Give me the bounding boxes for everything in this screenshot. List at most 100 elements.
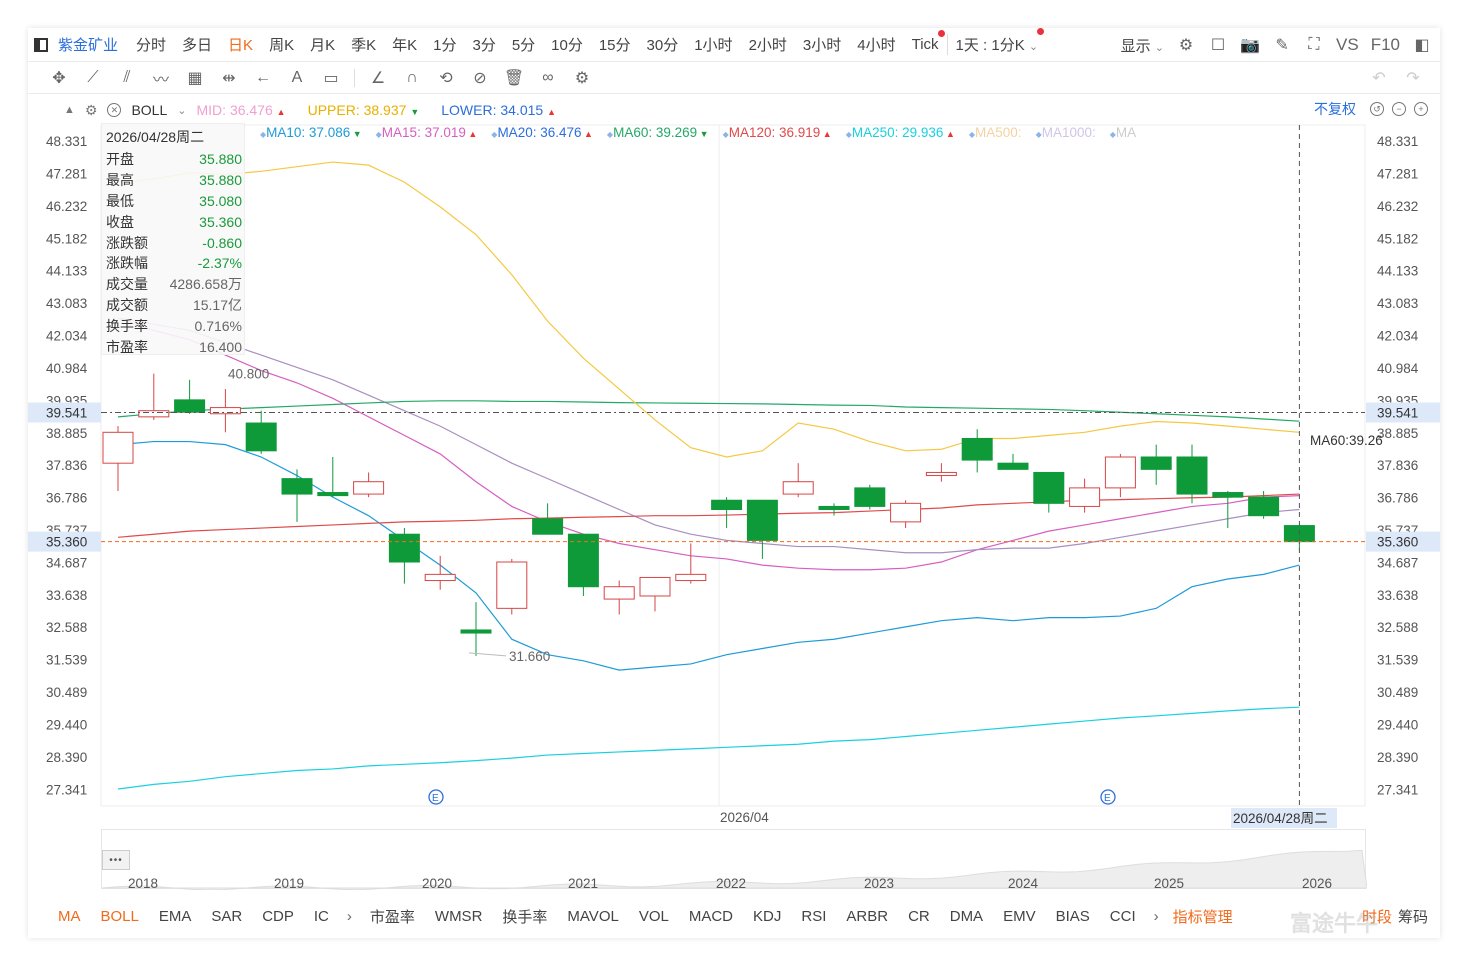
sub-indicator-tab[interactable]: MACD [688,907,734,925]
line-tool-icon[interactable]: ⟋ [87,68,99,86]
wave-tool-icon[interactable]: 〰 [152,71,169,89]
sub-indicator-tab[interactable]: WMSR [434,907,483,925]
ma-legend-item[interactable]: ◆MA10: 37.086 ▼ [260,125,362,140]
indicator-tab-boll[interactable]: BOLL [100,907,139,925]
period-quarterly[interactable]: 季K [351,37,377,54]
ma-legend-item[interactable]: ◆MA20: 36.476 ▲ [491,125,593,140]
indicator-settings-icon[interactable]: ⚙ [84,101,98,118]
kline-chart[interactable]: 48.331 48.331 47.281 47.281 46.232 46.232 45.1… [28,28,1440,828]
y-axis-badge [1366,531,1440,552]
x-axis-label: 2026/04 [720,810,769,825]
link-icon[interactable]: ∞ [542,68,554,86]
ma-legend-item[interactable]: ◆MA120: 36.919 ▲ [722,125,832,140]
vs-button[interactable]: VS [1336,35,1359,54]
ma-legend-item[interactable]: ◆MA1000: [1035,125,1096,140]
undo-icon[interactable]: ↶ [1372,69,1386,87]
segment-option[interactable]: 时段 [1361,908,1392,926]
period-daily[interactable]: 日K [228,37,254,54]
sub-indicator-tab[interactable]: ARBR [846,907,889,925]
comment-tool-icon[interactable]: ▭ [323,69,339,87]
indicator-tab-ic[interactable]: IC [313,907,329,925]
sub-indicator-tab[interactable]: MAVOL [567,907,619,925]
trash-icon[interactable]: 🗑 [503,69,525,87]
indicator-tab-ema[interactable]: EMA [158,907,192,925]
adjust-mode-button[interactable]: 不复权 [1314,101,1356,117]
time-navigator[interactable]: ••• 2018 2019 2020 2021 2022 2023 2024 2025 2026 [101,829,1367,891]
period-intraday[interactable]: 分时 [136,37,167,54]
period-10m[interactable]: 10分 [551,37,583,54]
hide-drawings-icon[interactable]: ⊘ [473,69,487,87]
stock-name[interactable]: 紫金矿业 [58,37,119,54]
period-weekly[interactable]: 周K [269,37,295,54]
sidebar-toggle-icon[interactable] [34,37,48,52]
candle-body [1033,471,1065,504]
chevron-right-icon[interactable]: › [346,907,352,925]
sub-indicator-tab[interactable]: VOL [638,907,669,925]
period-3m[interactable]: 3分 [472,37,496,54]
arrow-tool-icon[interactable]: ← [255,68,271,86]
sub-indicator-tab[interactable]: BIAS [1055,907,1090,925]
sub-indicator-tab[interactable]: 换手率 [502,908,548,926]
period-tick[interactable]: Tick [904,30,947,53]
sync-icon[interactable]: ⟲ [439,69,453,87]
period-1h[interactable]: 1小时 [694,37,733,54]
collapse-up-icon[interactable]: ▲ [64,104,75,116]
settings-gear-icon[interactable]: ⚙ [1178,37,1194,54]
navigator-handle[interactable]: ••• [102,850,130,870]
text-tool-icon[interactable]: A [291,68,303,86]
reset-icon[interactable]: ↺ [1370,102,1384,116]
ma-legend-item[interactable]: ◆MA15: 37.019 ▲ [375,125,478,140]
sub-indicator-tab[interactable]: 市盈率 [369,908,415,926]
draw-settings-icon[interactable]: ⚙ [574,69,590,87]
period-5m[interactable]: 5分 [511,37,536,54]
f10-button[interactable]: F10 [1370,35,1400,54]
range-tool-icon[interactable]: ⇹ [222,69,236,87]
period-custom[interactable]: 1天 : 1分K ⌄ [946,28,1047,55]
period-monthly[interactable]: 月K [310,37,336,54]
pen-icon[interactable]: ✎ [1275,37,1289,54]
sub-indicator-tab[interactable]: RSI [801,907,827,925]
camera-icon[interactable]: 📷 [1240,37,1260,54]
period-15m[interactable]: 15分 [598,37,631,54]
period-3h[interactable]: 3小时 [802,37,842,54]
ma-legend-item[interactable]: ◆MA250: 29.936 ▲ [845,125,955,140]
y-tick-label-right: 48.331 [1377,134,1418,149]
ma-legend-item[interactable]: ◆MA500: [968,125,1022,140]
indicator-tab-ma[interactable]: MA [58,907,81,925]
sub-indicator-tab[interactable]: CCI [1109,907,1136,925]
period-30m[interactable]: 30分 [646,37,679,54]
move-cross-icon[interactable]: ✥ [52,69,66,87]
layout-square-icon[interactable]: ☐ [1210,37,1226,54]
brush-tool-icon[interactable]: ∠ [370,69,386,87]
channel-tool-icon[interactable]: ⫽ [123,68,131,86]
chevron-right-icon[interactable]: › [1153,907,1159,925]
period-2h[interactable]: 2小时 [748,37,787,54]
indicator-tab-sar[interactable]: SAR [211,907,243,925]
period-multiday[interactable]: 多日 [182,37,213,54]
magnet-icon[interactable]: ∩ [406,68,418,86]
indicator-manager-button[interactable]: 指标管理 [1172,908,1233,926]
sub-indicator-tab[interactable]: KDJ [753,907,782,925]
segment-option[interactable]: 筹码 [1397,908,1428,926]
period-yearly[interactable]: 年K [392,37,418,54]
indicator-tab-cdp[interactable]: CDP [262,907,294,925]
panel-toggle-icon[interactable]: ◧ [1414,37,1430,54]
ma-legend-item[interactable]: ◆MA [1109,125,1137,140]
redo-icon[interactable]: ↷ [1406,69,1420,87]
display-dropdown[interactable]: 显示 ⌄ [1121,35,1164,56]
sub-indicator-tab[interactable]: CR [908,907,930,925]
period-4h[interactable]: 4小时 [857,37,896,54]
fib-tool-icon[interactable]: ▦ [187,69,203,87]
y-tick-label-right: 27.341 [1377,782,1418,797]
indicator-name[interactable]: BOLL [131,102,168,118]
sub-indicator-tab[interactable]: DMA [949,907,984,925]
zoom-in-icon[interactable]: + [1414,102,1428,116]
zoom-out-icon[interactable]: − [1392,102,1406,116]
sub-indicator-tab[interactable]: EMV [1003,907,1036,925]
ma-legend-item[interactable]: ◆MA60: 39.269 ▼ [606,125,709,140]
chevron-down-icon[interactable]: ⌄ [177,104,187,117]
segment-toggle: 时段 筹码 [1362,906,1428,927]
period-1m[interactable]: 1分 [433,37,457,54]
fullscreen-icon[interactable]: ⛶ [1308,36,1320,53]
close-icon[interactable]: ✕ [107,103,122,117]
